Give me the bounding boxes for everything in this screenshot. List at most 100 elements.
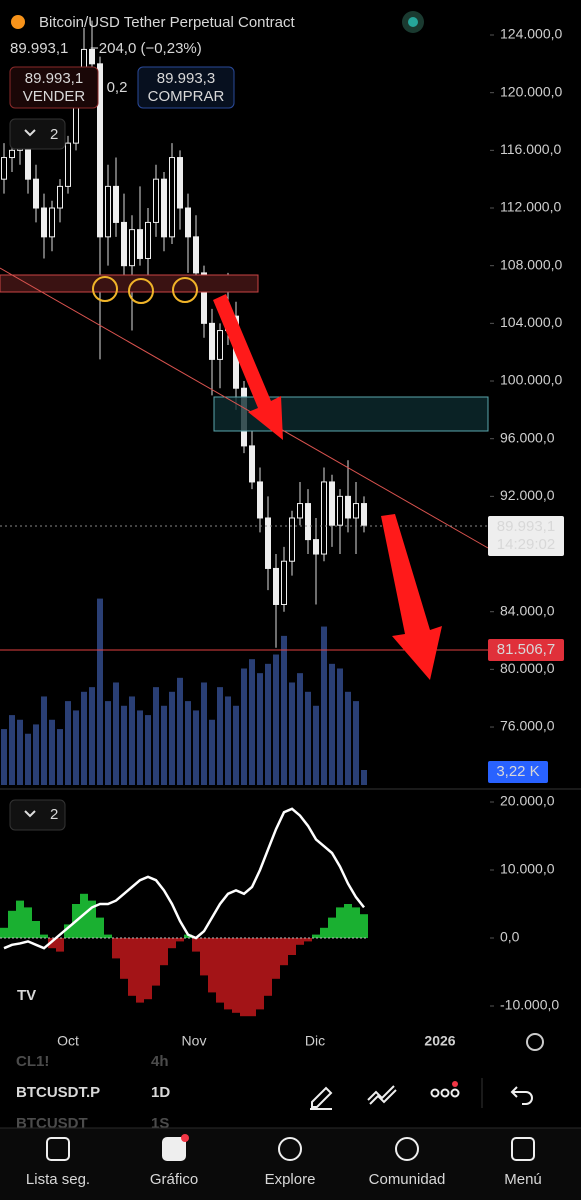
pattern-icon[interactable] [367,1085,397,1105]
more-icon[interactable] [430,1088,440,1098]
osc-histogram [320,927,328,939]
candle-body [161,178,167,238]
osc-histogram [168,938,176,949]
candle-body [209,322,215,360]
volume-bar [161,705,167,785]
osc-histogram [88,900,96,939]
undo-icon[interactable] [510,1086,533,1105]
candle-body [49,207,55,238]
market-status-dot [408,17,418,27]
sell-button[interactable] [9,66,99,109]
plot-area [0,20,368,1017]
osc-histogram [128,938,136,996]
candle-body [265,517,271,569]
osc-histogram [24,907,32,939]
volume-bar [65,701,71,785]
interval[interactable]: 1D [151,1084,170,1101]
more-icon [440,1088,450,1098]
osc-histogram [224,938,232,1010]
volume-bar [201,682,207,785]
volume-bar [81,691,87,785]
osc-histogram [216,938,224,1003]
osc-histogram [200,938,208,976]
badge [181,1134,189,1142]
symbol: CL1! [16,1053,49,1070]
osc-histogram [296,938,304,945]
osc-histogram [352,907,360,939]
volume-bar [9,715,15,785]
volume-bar [57,729,63,785]
candle-body [273,567,279,605]
osc-y-tick-label: 20.000,0 [500,793,555,809]
arrow [381,514,442,680]
osc-histogram [8,910,16,939]
osc-histogram [80,893,88,939]
nav-icon[interactable] [278,1137,302,1161]
y-tick-label: 92.000,0 [500,487,555,503]
candle-body [305,503,311,541]
osc-histogram [160,938,168,966]
volume-bar [73,710,79,785]
settings-icon[interactable] [526,1033,544,1051]
circle-marker [92,276,118,302]
nav-icon[interactable] [162,1137,186,1161]
symbol-title[interactable]: Bitcoin/USD Tether Perpetual Contract [39,14,296,31]
nav-icon[interactable] [46,1137,70,1161]
candle-body [137,229,143,259]
osc-y-tick-label: 10.000,0 [500,861,555,877]
nav-icon[interactable] [395,1137,419,1161]
draw-icon[interactable] [310,1086,333,1110]
nav-label[interactable]: Menú [504,1171,542,1188]
volume-bar [305,691,311,785]
osc-indicator-count: 2 [50,806,58,823]
level-label: 81.506,7 [497,641,555,658]
buy-price: 89.993,3 [157,70,215,87]
nav-label[interactable]: Comunidad [369,1171,446,1188]
countdown: 14:29:02 [497,536,555,553]
volume-bar [329,663,335,785]
symbol[interactable]: BTCUSDT.P [16,1084,100,1101]
candle-body [145,221,151,259]
sell-label: VENDER [23,88,86,105]
osc-indicators-toggle[interactable] [9,799,66,831]
nav-label[interactable]: Lista seg. [26,1171,90,1188]
osc-histogram [176,938,184,942]
trend-line [0,267,489,549]
coin-icon [11,15,25,29]
y-tick-label: 84.000,0 [500,602,555,618]
osc-histogram [256,938,264,1010]
volume-bar [353,701,359,785]
volume-bar [337,668,343,785]
nav-label[interactable]: Gráfico [150,1171,198,1188]
candle-body [129,229,135,267]
circle-marker [172,277,198,303]
volume-bar [33,724,39,785]
indicators-toggle[interactable] [9,118,66,150]
osc-histogram [272,938,280,979]
chevron [24,810,36,818]
candle-body [121,221,127,267]
osc-histogram [144,938,152,1000]
candle-body [313,539,319,555]
volume-bar [217,687,223,785]
y-tick-label: 104.000,0 [500,314,562,330]
candle-body [337,495,343,526]
osc-histogram [328,917,336,939]
osc-histogram [280,938,288,966]
nav-label[interactable]: Explore [265,1171,316,1188]
circle-marker [128,278,154,304]
volume-tag [488,761,548,783]
osc-y-tick-label: 0,0 [500,929,520,945]
volume-bar [169,691,175,785]
osc-histogram [184,934,192,939]
candle-body [361,503,367,526]
nav-icon[interactable] [511,1137,535,1161]
y-tick-label: 116.000,0 [500,141,561,157]
candle-body [65,142,71,187]
volume-bar [121,705,127,785]
osc-histogram [312,934,320,939]
osc-histogram [64,924,72,939]
volume-bar [185,701,191,785]
buy-button[interactable] [137,66,235,109]
